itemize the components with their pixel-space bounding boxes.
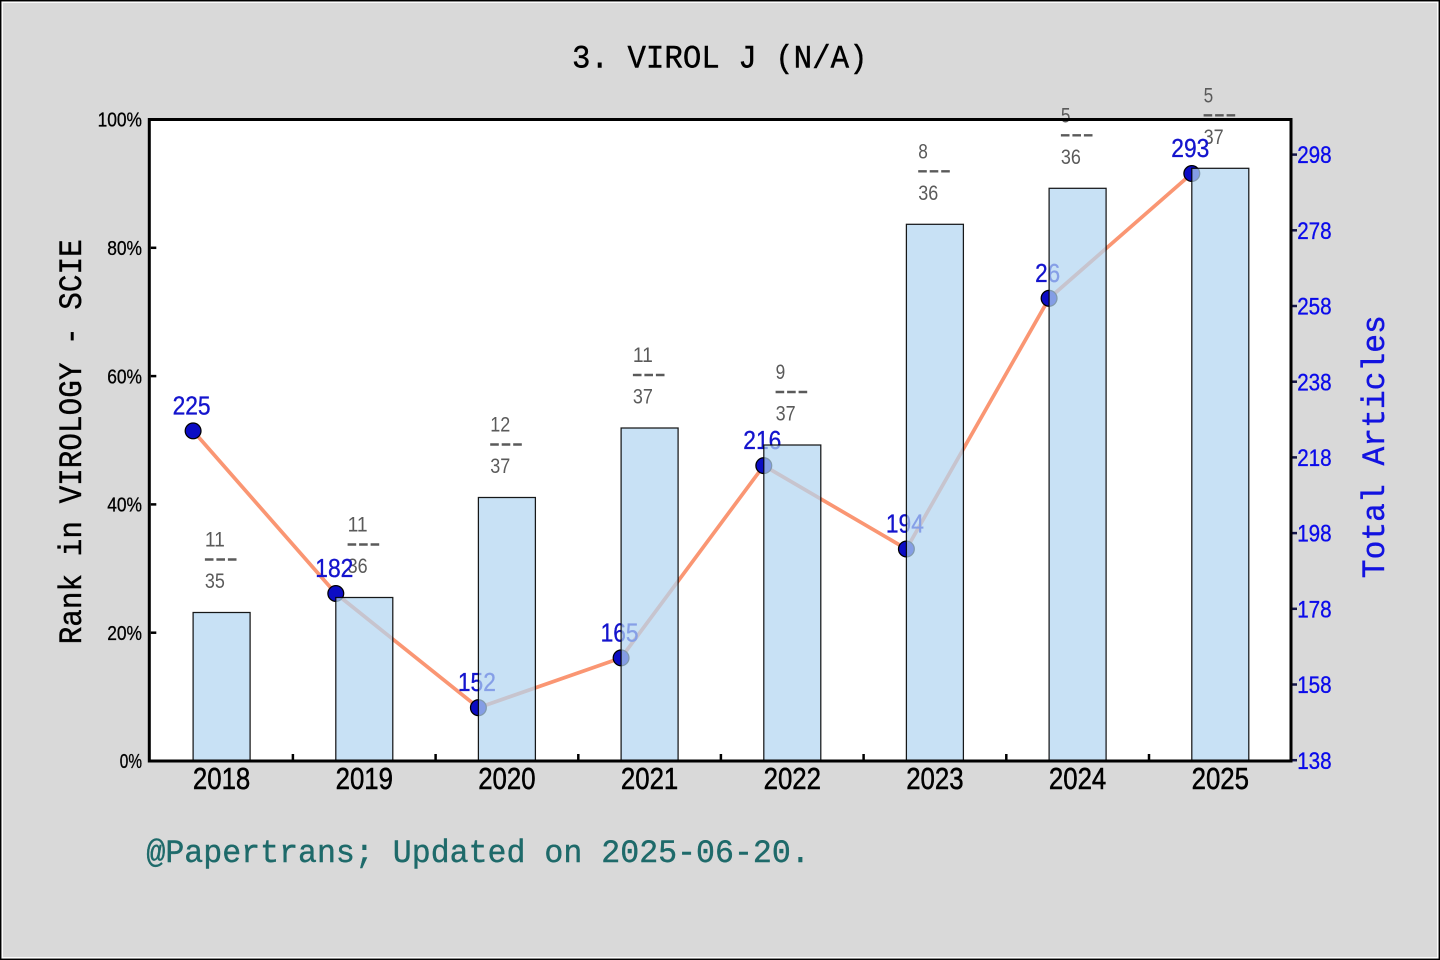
svg-text:80%: 80% [107, 238, 142, 260]
svg-text:60%: 60% [107, 366, 142, 388]
svg-text:12: 12 [490, 413, 510, 437]
svg-text:218: 218 [1297, 445, 1331, 472]
svg-text:278: 278 [1297, 218, 1331, 245]
svg-text:40%: 40% [107, 495, 142, 517]
svg-text:11: 11 [633, 343, 653, 367]
svg-text:100%: 100% [98, 110, 143, 132]
svg-text:5: 5 [1204, 83, 1214, 107]
svg-text:36: 36 [1061, 145, 1081, 169]
svg-text:9: 9 [776, 360, 786, 384]
svg-text:225: 225 [173, 390, 211, 420]
svg-text:298: 298 [1297, 142, 1331, 169]
svg-text:182: 182 [315, 553, 353, 583]
svg-text:138: 138 [1297, 748, 1331, 775]
svg-text:2024: 2024 [1049, 762, 1106, 796]
svg-text:0%: 0% [120, 751, 142, 773]
svg-text:8: 8 [918, 139, 928, 163]
svg-text:238: 238 [1297, 369, 1331, 396]
svg-text:37: 37 [490, 454, 510, 478]
svg-text:Total Articles: Total Articles [1357, 315, 1394, 578]
svg-text:2019: 2019 [336, 762, 393, 796]
svg-text:198: 198 [1297, 521, 1331, 548]
svg-text:293: 293 [1171, 133, 1209, 163]
svg-text:20%: 20% [107, 623, 142, 645]
svg-text:37: 37 [1204, 125, 1224, 149]
svg-text:36: 36 [918, 181, 938, 205]
svg-text:37: 37 [633, 385, 653, 409]
svg-text:2022: 2022 [764, 762, 821, 796]
svg-text:216: 216 [743, 425, 781, 455]
svg-text:2023: 2023 [906, 762, 963, 796]
svg-text:5: 5 [1061, 103, 1071, 127]
svg-text:158: 158 [1297, 672, 1331, 699]
svg-text:178: 178 [1297, 596, 1331, 623]
svg-text:11: 11 [205, 528, 225, 552]
svg-text:3. VIROL J (N/A): 3. VIROL J (N/A) [572, 41, 868, 78]
svg-text:2018: 2018 [193, 762, 250, 796]
svg-text:@Papertrans; Updated on 2025-0: @Papertrans; Updated on 2025-06-20. [146, 835, 809, 872]
svg-text:11: 11 [348, 513, 368, 537]
svg-text:Rank in VIROLOGY - SCIE: Rank in VIROLOGY - SCIE [54, 239, 91, 644]
svg-text:2025: 2025 [1192, 762, 1249, 796]
svg-text:2020: 2020 [478, 762, 535, 796]
svg-text:258: 258 [1297, 294, 1331, 321]
svg-text:36: 36 [348, 554, 368, 578]
svg-text:35: 35 [205, 569, 225, 593]
svg-text:2021: 2021 [621, 762, 678, 796]
svg-text:37: 37 [776, 402, 796, 426]
